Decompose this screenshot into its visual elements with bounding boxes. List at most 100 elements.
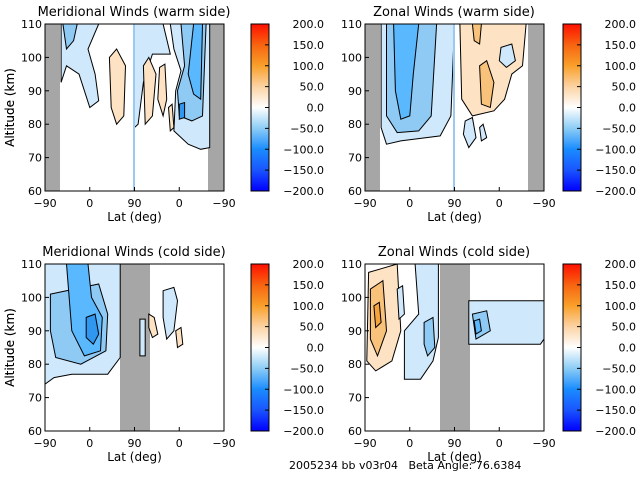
x-tick-label: 0 (176, 437, 183, 450)
contour-region (142, 56, 157, 126)
plot-title: Zonal Winds (warm side) (373, 5, 535, 20)
no-data-band (528, 24, 544, 191)
y-tick-label: 70 (348, 152, 362, 165)
contour-region (462, 116, 477, 149)
y-tick-label: 80 (348, 118, 362, 131)
no-data-band (45, 24, 60, 191)
colorbar-tick-label: −150.0 (283, 404, 324, 417)
colorbar-tick-label: 100.0 (605, 300, 637, 313)
colorbar-tick-label: −100.0 (595, 143, 636, 156)
footer-text: 2005234 bb v03r04 Beta Angle: 76.6384 (289, 459, 522, 472)
panel-0: Meridional Winds (warm side) 60 70 80 90 100 1… (3, 5, 324, 224)
x-tick-label: −90 (532, 437, 555, 450)
contour-region (468, 300, 545, 345)
x-tick-label: 90 (128, 437, 142, 450)
x-tick-label: 0 (496, 197, 503, 210)
y-tick-label: 100 (21, 51, 42, 64)
y-tick-label: 70 (348, 392, 362, 405)
y-tick-label: 100 (21, 291, 42, 304)
colorbar-tick-label: −50.0 (602, 122, 636, 135)
plot-title: Meridional Winds (warm side) (38, 5, 231, 20)
contour-region (373, 301, 382, 329)
x-tick-label: 0 (176, 197, 183, 210)
panel-3: Zonal Winds (cold side) 60 70 80 90 100 110 −90… (3, 245, 636, 464)
colorbar-tick-label: −150.0 (595, 164, 636, 177)
no-data-band (208, 24, 224, 191)
y-tick-label: 60 (28, 425, 42, 438)
x-axis-label: Lat (deg) (427, 450, 482, 464)
colorbar-tick-label: −200.0 (595, 185, 636, 198)
x-tick-label: 0 (406, 437, 413, 450)
contour-region (162, 286, 179, 341)
y-tick-label: 60 (348, 185, 362, 198)
colorbar-tick-label: 0.0 (307, 102, 325, 115)
y-tick-label: 90 (28, 325, 42, 338)
x-tick-label: 90 (128, 197, 142, 210)
colorbar-tick-label: −50.0 (290, 122, 324, 135)
y-axis-label: Altitude (km) (3, 68, 17, 147)
y-axis-label: Altitude (km) (3, 308, 17, 387)
y-tick-label: 110 (21, 18, 42, 31)
contour-region (178, 101, 186, 120)
y-tick-label: 60 (28, 185, 42, 198)
colorbar-tick-label: 200.0 (605, 258, 637, 271)
x-tick-label: −90 (532, 197, 555, 210)
plot-title: Zonal Winds (cold side) (378, 245, 530, 260)
colorbar-tick-label: 150.0 (605, 39, 637, 52)
y-tick-label: 80 (28, 358, 42, 371)
y-axis-label: Altitude (km) (3, 68, 17, 147)
x-tick-label: 0 (86, 197, 93, 210)
plot-title: Meridional Winds (cold side) (42, 245, 225, 260)
x-axis-label: Lat (deg) (107, 210, 162, 224)
y-tick-label: 100 (341, 51, 362, 64)
colorbar-tick-label: 150.0 (605, 279, 637, 292)
colorbar-tick-label: 150.0 (293, 279, 325, 292)
colorbar-tick-label: 50.0 (300, 321, 325, 334)
y-tick-label: 110 (341, 258, 362, 271)
colorbar-tick-label: −50.0 (602, 362, 636, 375)
y-tick-label: 60 (348, 425, 362, 438)
colorbar-tick-label: 0.0 (619, 342, 637, 355)
x-tick-label: −90 (33, 437, 56, 450)
contour-region (479, 123, 488, 142)
colorbar-tick-label: 50.0 (300, 81, 325, 94)
x-tick-label: −90 (353, 197, 376, 210)
contour-region (479, 59, 495, 109)
y-tick-label: 90 (348, 325, 362, 338)
contour-region (473, 318, 482, 335)
x-tick-label: −90 (212, 437, 235, 450)
contour-region (85, 313, 100, 346)
colorbar-tick-label: −100.0 (595, 383, 636, 396)
x-tick-label: 0 (86, 437, 93, 450)
y-tick-label: 80 (348, 358, 362, 371)
colorbar-tick-label: 100.0 (293, 60, 325, 73)
contour-region (157, 63, 168, 118)
panel-2: Meridional Winds (cold side) 60 70 80 90 100 1… (3, 245, 324, 464)
y-axis-label: Altitude (km) (3, 308, 17, 387)
colorbar-tick-label: 150.0 (293, 39, 325, 52)
x-axis-label: Lat (deg) (427, 210, 482, 224)
colorbar-tick-label: 200.0 (293, 258, 325, 271)
contour-region (175, 326, 184, 349)
colorbar-tick-label: −200.0 (283, 425, 324, 438)
contour-region (167, 103, 175, 132)
x-tick-label: −90 (33, 197, 56, 210)
x-tick-label: −90 (353, 437, 376, 450)
contour-region (139, 318, 146, 357)
contour-region (498, 43, 516, 69)
colorbar-tick-label: −50.0 (290, 362, 324, 375)
y-tick-label: 100 (341, 291, 362, 304)
no-data-band (365, 24, 380, 191)
y-tick-label: 90 (28, 85, 42, 98)
colorbar-tick-label: −100.0 (283, 143, 324, 156)
colorbar-tick-label: 100.0 (605, 60, 637, 73)
contour-region (396, 284, 405, 321)
x-tick-label: −90 (212, 197, 235, 210)
x-axis-label: Lat (deg) (107, 450, 162, 464)
colorbar-tick-label: 200.0 (293, 18, 325, 31)
panel-1: Zonal Winds (warm side) 60 70 80 90 100 110 −90… (3, 5, 636, 224)
colorbar-tick-label: 50.0 (612, 321, 637, 334)
contour-region (148, 313, 159, 339)
x-tick-label: 0 (406, 197, 413, 210)
